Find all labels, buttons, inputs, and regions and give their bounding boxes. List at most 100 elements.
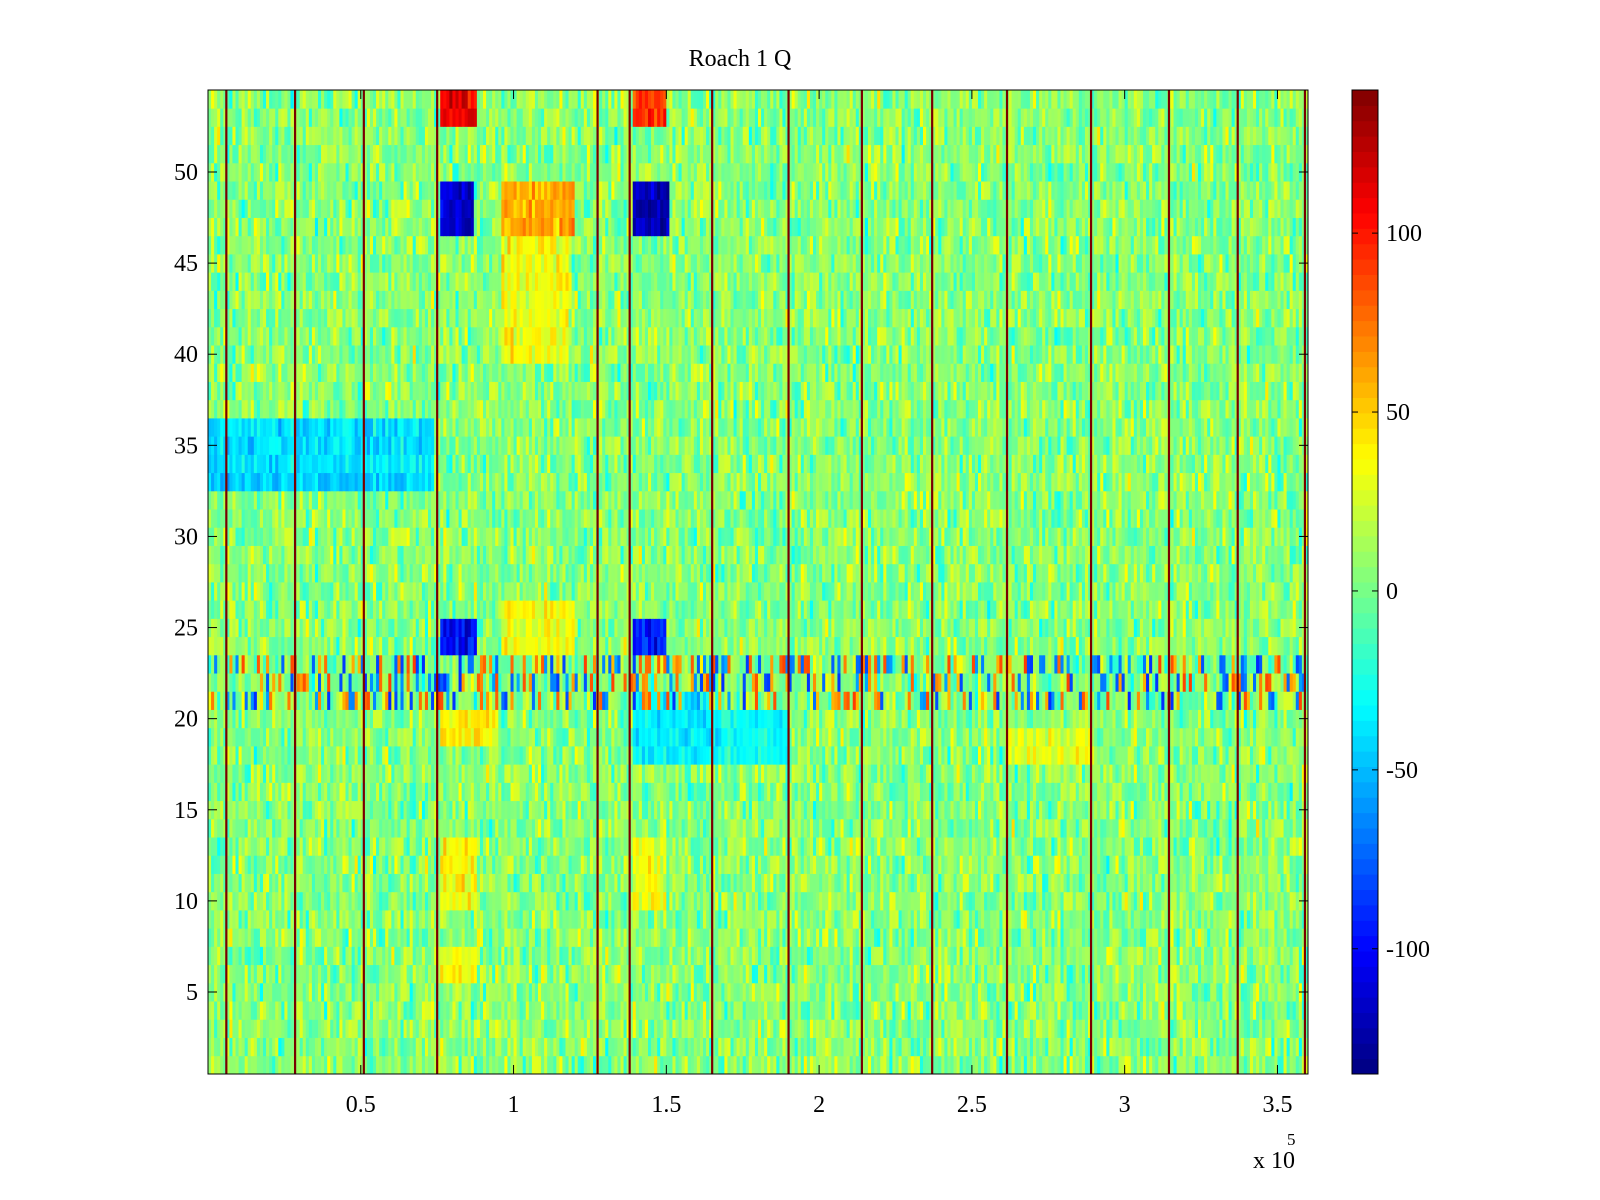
heatmap-cell: [1011, 928, 1016, 947]
heatmap-cell: [345, 837, 349, 856]
heatmap-cell: [623, 1055, 628, 1075]
heatmap-cell: [1106, 982, 1110, 1002]
heatmap-cell: [846, 837, 851, 856]
heatmap-cell: [583, 946, 588, 966]
heatmap-cell: [452, 928, 456, 947]
heatmap-cell: [971, 818, 976, 838]
heatmap-cell: [1188, 1001, 1193, 1020]
heatmap-cell: [1231, 855, 1236, 874]
heatmap-cell: [727, 891, 731, 911]
heatmap-cell: [1201, 855, 1205, 874]
heatmap-cell: [1048, 891, 1052, 911]
heatmap-cell: [541, 1019, 545, 1038]
heatmap-cell: [761, 946, 765, 966]
heatmap-cell: [641, 818, 646, 838]
heatmap-cell: [1176, 946, 1181, 966]
heatmap-cell: [379, 982, 383, 1002]
heatmap-cell: [837, 873, 841, 893]
heatmap-cell: [1115, 928, 1119, 947]
heatmap-cell: [1045, 818, 1049, 838]
heatmap-cell: [562, 855, 566, 874]
heatmap-cell: [852, 982, 857, 1002]
heatmap-cell: [614, 1055, 618, 1075]
heatmap-cell: [424, 1019, 429, 1038]
heatmap-cell: [220, 1019, 224, 1038]
heatmap-cell: [363, 982, 368, 1002]
heatmap-cell: [501, 964, 505, 984]
heatmap-cell: [449, 1019, 453, 1038]
heatmap-cell: [706, 1019, 710, 1038]
heatmap-cell: [794, 928, 799, 947]
heatmap-cell: [538, 855, 542, 874]
heatmap-cell: [574, 928, 579, 947]
heatmap-cell: [1277, 873, 1281, 893]
heatmap-cell: [849, 964, 854, 984]
heatmap-cell: [611, 873, 615, 893]
heatmap-cell: [641, 873, 646, 893]
heatmap-cell: [999, 855, 1003, 874]
heatmap-cell: [984, 873, 988, 893]
heatmap-cell: [220, 964, 224, 984]
heatmap-cell: [978, 1001, 982, 1020]
heatmap-cell: [522, 928, 527, 947]
heatmap-cell: [773, 855, 777, 874]
heatmap-cell: [336, 982, 340, 1002]
heatmap-cell: [458, 1037, 463, 1057]
heatmap-cell: [513, 928, 518, 947]
heatmap-cell: [617, 1055, 621, 1075]
heatmap-cell: [819, 982, 823, 1002]
heatmap-cell: [919, 818, 924, 838]
heatmap-cell: [923, 1055, 927, 1075]
heatmap-cell: [528, 982, 533, 1002]
heatmap-cell: [733, 837, 738, 856]
heatmap-cell: [217, 873, 221, 893]
heatmap-cell: [861, 928, 866, 947]
heatmap-cell: [1094, 964, 1098, 984]
heatmap-cell: [1081, 818, 1086, 838]
heatmap-cell: [1298, 873, 1303, 893]
heatmap-cell: [1039, 873, 1043, 893]
heatmap-cell: [269, 873, 273, 893]
heatmap-cell: [1155, 891, 1159, 911]
heatmap-cell: [871, 964, 875, 984]
heatmap-cell: [1020, 891, 1025, 911]
heatmap-cell: [1054, 818, 1058, 838]
heatmap-cell: [871, 928, 875, 947]
heatmap-cell: [1194, 982, 1199, 1002]
heatmap-cell: [923, 946, 927, 966]
heatmap-cell: [1222, 946, 1226, 966]
heatmap-cell: [1179, 910, 1184, 929]
heatmap-cell: [981, 1019, 985, 1038]
heatmap-cell: [269, 982, 273, 1002]
heatmap-cell: [996, 1019, 1000, 1038]
heatmap-cell: [1253, 1001, 1257, 1020]
heatmap-cell: [342, 982, 346, 1002]
heatmap-cell: [1109, 1019, 1113, 1038]
heatmap-cell: [742, 928, 747, 947]
heatmap-cell: [522, 910, 527, 929]
heatmap-cell: [336, 891, 340, 911]
heatmap-cell: [1216, 837, 1220, 856]
heatmap-cell: [1259, 910, 1263, 929]
heatmap-cell: [932, 837, 936, 856]
heatmap-cell: [275, 1037, 279, 1057]
heatmap-cell: [1185, 1019, 1190, 1038]
heatmap-cell: [1188, 873, 1193, 893]
heatmap-cell: [284, 1037, 288, 1057]
heatmap-cell: [1045, 982, 1049, 1002]
heatmap-cell: [333, 855, 337, 874]
heatmap-cell: [672, 855, 676, 874]
heatmap-cell: [935, 1001, 939, 1020]
heatmap-cell: [1222, 1019, 1226, 1038]
heatmap-cell: [751, 982, 756, 1002]
heatmap-cell: [498, 818, 502, 838]
heatmap-cell: [565, 1001, 569, 1020]
heatmap-cell: [1048, 818, 1052, 838]
heatmap-cell: [819, 910, 823, 929]
heatmap-cell: [553, 1037, 557, 1057]
heatmap-cell: [968, 982, 973, 1002]
heatmap-cell: [1063, 964, 1068, 984]
heatmap-cell: [1240, 873, 1245, 893]
heatmap-cell: [1228, 982, 1233, 1002]
heatmap-cell: [327, 891, 331, 911]
